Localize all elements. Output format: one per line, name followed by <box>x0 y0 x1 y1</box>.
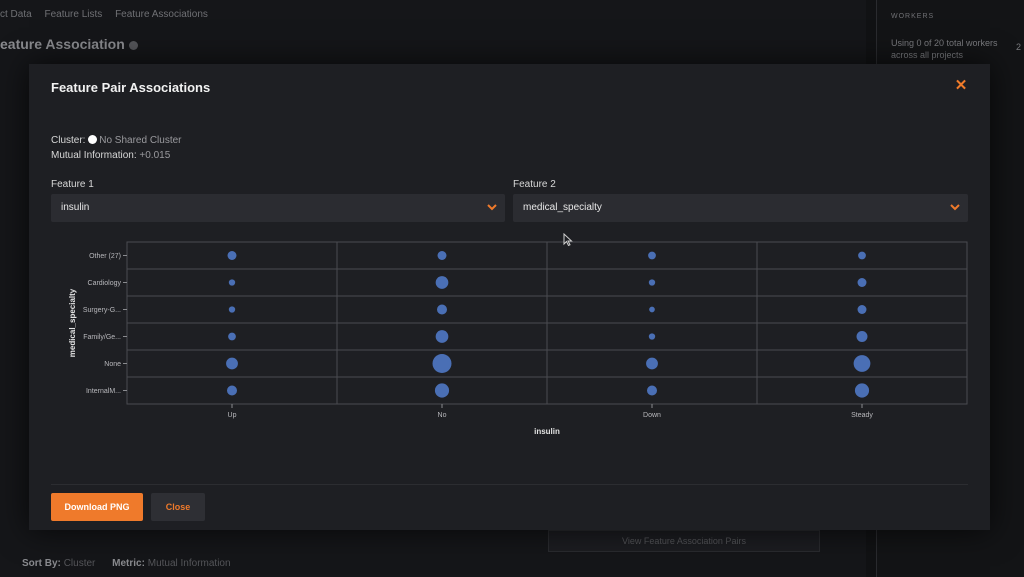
bubble-point <box>436 304 448 315</box>
view-pairs-button[interactable]: View Feature Association Pairs <box>548 530 820 552</box>
metric-label: Metric: <box>112 558 145 569</box>
cluster-value: No Shared Cluster <box>99 135 182 146</box>
bubble-point <box>228 332 236 341</box>
page-title-text: eature Association <box>0 36 125 52</box>
footer-divider <box>51 484 968 485</box>
x-tick-label: Down <box>643 412 661 419</box>
feature2-select[interactable]: medical_specialty <box>513 194 968 222</box>
y-tick-label: Family/Ge... <box>83 334 121 341</box>
sort-dropdown[interactable]: Cluster <box>63 558 96 569</box>
bubble-point <box>648 279 656 286</box>
bubble-point <box>226 385 238 396</box>
bubble-point <box>857 305 867 314</box>
bubble-point <box>435 330 449 343</box>
close-icon[interactable]: ✕ <box>954 77 968 94</box>
bubble-point <box>857 278 867 287</box>
bubble-point <box>228 306 236 313</box>
mouse-cursor-icon <box>563 233 573 247</box>
bubble-point <box>228 279 236 286</box>
bubble-point <box>856 331 868 342</box>
breadcrumb-item[interactable]: Feature Lists <box>44 9 103 20</box>
feature1-label: Feature 1 <box>51 179 94 190</box>
help-icon[interactable] <box>128 40 138 50</box>
cluster-label: Cluster: <box>51 135 86 146</box>
bubble-point <box>648 251 656 260</box>
download-png-button[interactable]: Download PNG <box>51 493 143 521</box>
bubble-point <box>227 251 237 260</box>
bubble-point <box>648 333 656 340</box>
workers-heading: WORKERS <box>891 13 935 20</box>
bubble-point <box>853 355 871 372</box>
bubble-point <box>646 385 658 396</box>
modal-title: Feature Pair Associations <box>51 80 211 95</box>
bubble-point <box>434 383 450 398</box>
workers-count: 2 <box>1016 42 1022 52</box>
chevron-down-icon <box>487 204 497 211</box>
bubble-point <box>858 251 866 260</box>
feature-pair-modal: Feature Pair Associations ✕ Cluster: No … <box>29 64 990 530</box>
bubble-point <box>854 383 870 398</box>
x-tick-label: Up <box>228 412 237 419</box>
workers-usage-text: Using 0 of 20 total workers across all p… <box>891 38 998 60</box>
y-axis-label: medical_specialty <box>68 288 77 357</box>
breadcrumb: ct Data Feature Lists Feature Associatio… <box>0 9 218 20</box>
x-axis-label: insulin <box>534 427 560 434</box>
mutual-information-value: +0.015 <box>139 150 171 161</box>
y-tick-label: Surgery-G... <box>83 307 121 314</box>
feature1-select[interactable]: insulin <box>51 194 505 222</box>
y-tick-label: Other (27) <box>89 253 121 260</box>
x-tick-label: No <box>438 412 447 419</box>
association-bubble-chart: Other (27) Cardiology Surgery-G... Family/G… <box>68 241 968 434</box>
x-tick-label: Steady <box>851 412 873 419</box>
metric-dropdown[interactable]: Mutual Information <box>147 558 231 569</box>
bubble-point <box>435 276 449 289</box>
association-meta: Cluster: No Shared Cluster Mutual Inform… <box>51 133 182 163</box>
mutual-information-row: Mutual Information: +0.015 <box>51 148 182 163</box>
y-tick-label: Cardiology <box>88 280 122 287</box>
feature2-label: Feature 2 <box>513 179 556 190</box>
cluster-row: Cluster: No Shared Cluster <box>51 133 182 148</box>
mutual-information-label: Mutual Information: <box>51 150 137 161</box>
bubble-point <box>646 357 658 370</box>
chevron-down-icon <box>950 204 960 211</box>
sort-bar: Sort By: Cluster Metric: Mutual Informat… <box>22 558 245 569</box>
close-button[interactable]: Close <box>151 493 205 521</box>
breadcrumb-item[interactable]: Feature Associations <box>115 9 208 20</box>
y-tick-label: None <box>104 361 121 368</box>
bubble-point <box>226 357 238 370</box>
page-title: eature Association <box>0 36 138 52</box>
feature1-value: insulin <box>61 202 90 213</box>
bubble-point <box>437 251 447 260</box>
y-tick-label: InternalM... <box>86 388 121 395</box>
breadcrumb-item[interactable]: ct Data <box>0 9 32 20</box>
sort-label: Sort By: <box>22 558 61 569</box>
cluster-color-icon <box>88 135 98 144</box>
bubble-point <box>432 354 452 373</box>
feature2-value: medical_specialty <box>523 202 602 213</box>
bubble-point <box>649 306 655 313</box>
